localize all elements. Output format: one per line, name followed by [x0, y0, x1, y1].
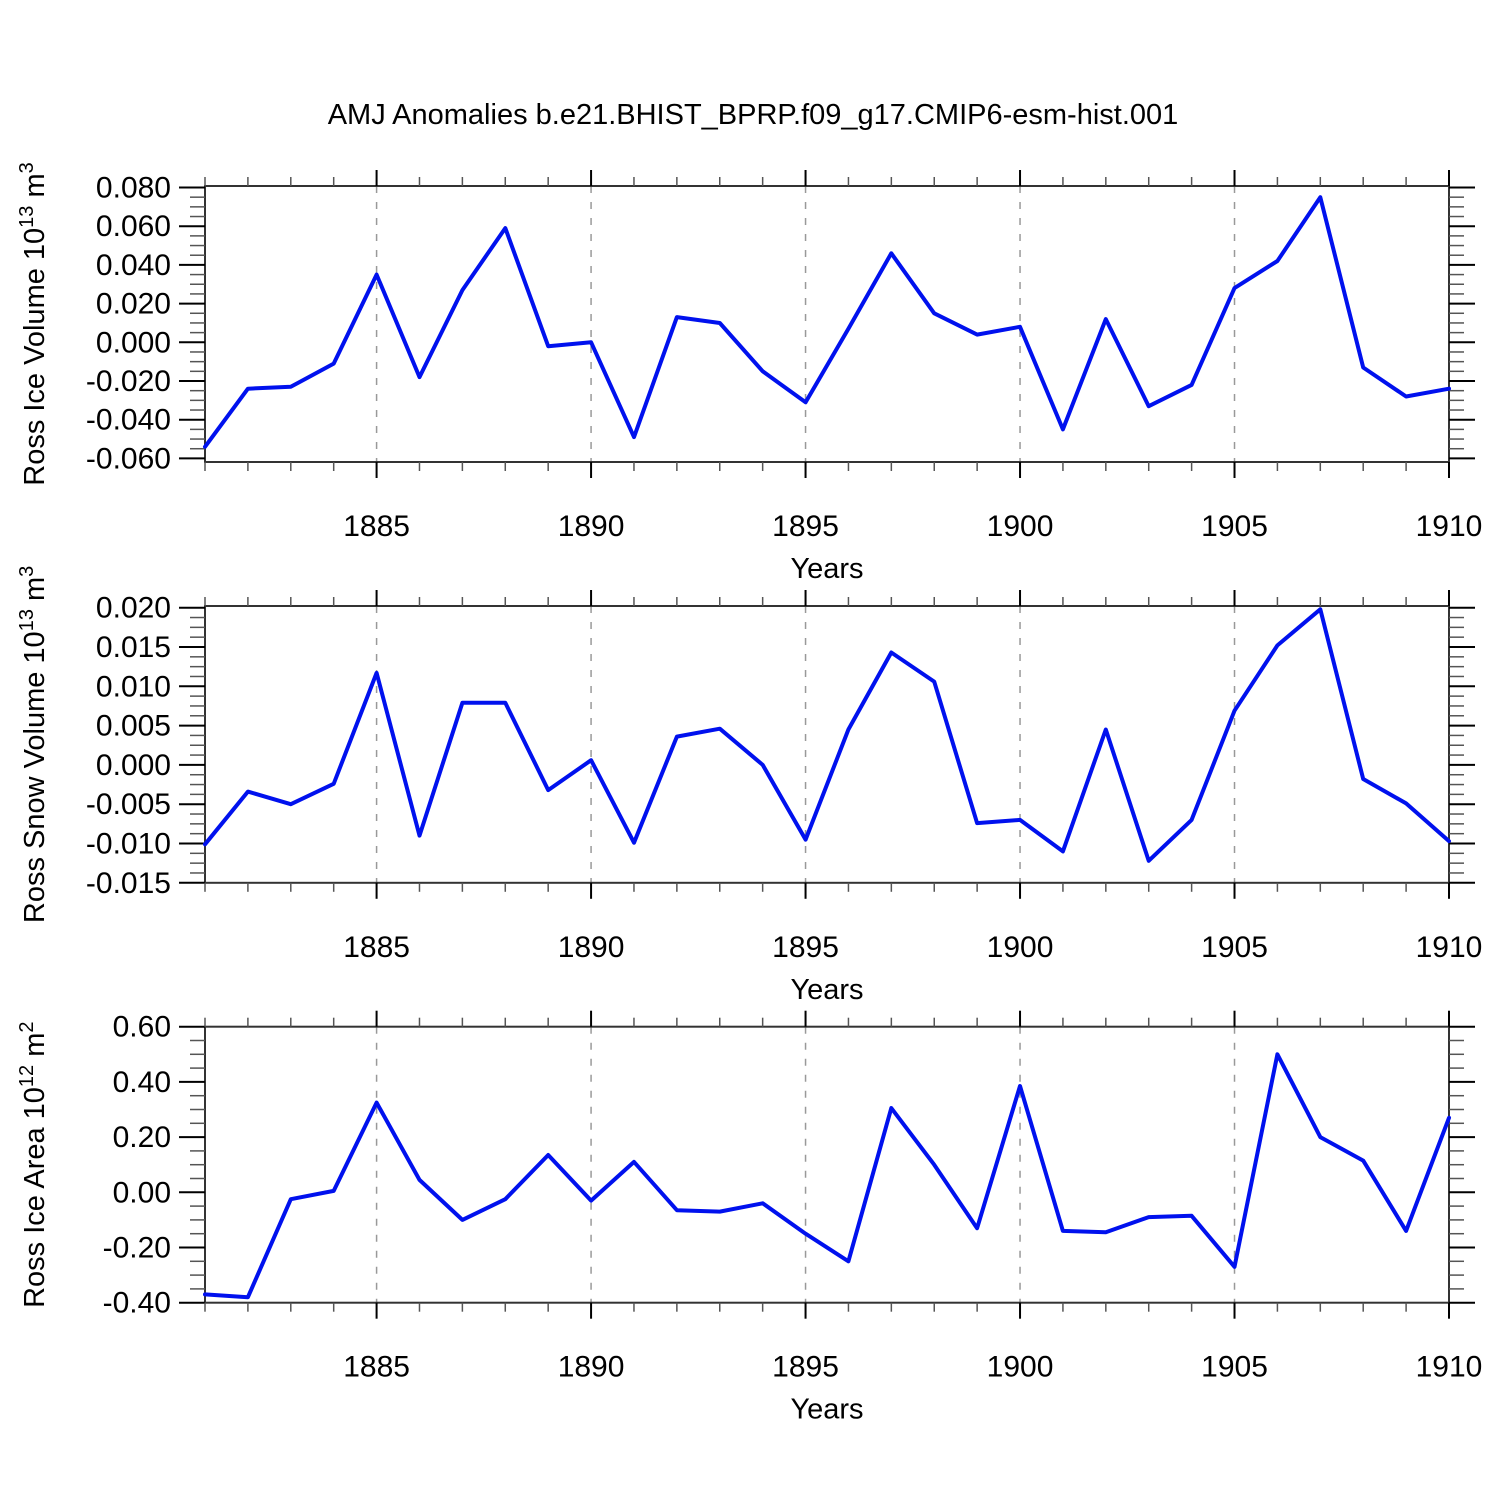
chart-title: AMJ Anomalies b.e21.BHIST_BPRP.f09_g17.C…	[328, 99, 1179, 131]
y-axis-title-base: Ross Ice Area 10	[19, 1087, 51, 1308]
gridlines	[375, 186, 1236, 462]
x-tick-label: 1885	[343, 931, 410, 964]
x-tick-label: 1890	[558, 1351, 625, 1384]
y-tick-label: 0.20	[113, 1121, 171, 1154]
y-tick-label: -0.015	[86, 867, 171, 900]
x-axis-title: Years	[790, 1394, 863, 1426]
axis-box	[204, 185, 1450, 463]
series-line	[203, 195, 1451, 449]
x-ticks: 1885 1890 1895 1900 1905 1910	[204, 590, 1483, 964]
y-axis-title: Ross Ice Volume 1013 m3	[16, 162, 51, 486]
x-tick-label: 1905	[1201, 931, 1268, 964]
y-axis-title-unit-exp: 3	[16, 566, 38, 577]
x-tick-label: 1895	[772, 931, 839, 964]
y-axis-title-unit-exp: 3	[16, 162, 38, 173]
y-tick-label: 0.015	[96, 631, 171, 664]
y-axis-title-exp: 12	[16, 1065, 38, 1087]
y-tick-label: 0.060	[96, 210, 171, 243]
y-tick-label: -0.20	[103, 1232, 171, 1265]
x-tick-label: 1910	[1416, 510, 1483, 543]
y-tick-label: -0.40	[103, 1287, 171, 1320]
x-tick-label: 1885	[343, 1351, 410, 1384]
y-tick-label: -0.005	[86, 788, 171, 821]
x-tick-label: 1905	[1201, 1351, 1268, 1384]
y-tick-label: 0.40	[113, 1066, 171, 1099]
y-tick-label: 0.080	[96, 172, 171, 205]
y-tick-label: 0.005	[96, 710, 171, 743]
y-tick-label: -0.020	[86, 365, 171, 398]
y-tick-label: 0.000	[96, 326, 171, 359]
x-tick-label: 1890	[558, 931, 625, 964]
y-tick-label: -0.010	[86, 828, 171, 861]
y-axis-title-unit: m	[19, 1033, 51, 1065]
x-tick-label: 1905	[1201, 510, 1268, 543]
panel-ice-area: 0.60 0.40 0.20 0.00 -0.20 -0.40 1885 1890 1895 19…	[16, 1011, 1482, 1426]
series-line	[203, 1052, 1451, 1300]
y-tick-label: -0.040	[86, 404, 171, 437]
y-axis-title-base: Ross Ice Volume 10	[19, 228, 51, 486]
y-tick-label: 0.020	[96, 592, 171, 625]
y-tick-label: -0.060	[86, 442, 171, 475]
gridlines	[375, 1026, 1236, 1303]
y-tick-label: 0.040	[96, 249, 171, 282]
series-line	[203, 607, 1451, 863]
y-tick-label: 0.00	[113, 1176, 171, 1209]
panel-snow-volume: 0.020 0.015 0.010 0.005 0.000 -0.005 -0.010 -0.…	[16, 566, 1482, 1006]
y-ticks: 0.020 0.015 0.010 0.005 0.000 -0.005 -0.010 -0.…	[86, 592, 1475, 900]
y-tick-label: 0.000	[96, 749, 171, 782]
y-tick-label: 0.010	[96, 670, 171, 703]
y-axis-title-unit: m	[19, 173, 51, 205]
axis-box	[204, 605, 1450, 884]
x-tick-label: 1910	[1416, 931, 1483, 964]
x-tick-label: 1900	[987, 1351, 1054, 1384]
y-ticks: 0.60 0.40 0.20 0.00 -0.20 -0.40	[103, 1011, 1475, 1320]
y-tick-label: 0.020	[96, 288, 171, 321]
x-tick-label: 1895	[772, 1351, 839, 1384]
x-tick-label: 1885	[343, 510, 410, 543]
x-tick-label: 1900	[987, 510, 1054, 543]
x-axis-title: Years	[790, 974, 863, 1006]
x-tick-label: 1910	[1416, 1351, 1483, 1384]
y-axis-title-unit: m	[19, 577, 51, 609]
x-tick-label: 1900	[987, 931, 1054, 964]
panel-ice-volume: 0.080 0.060 0.040 0.020 0.000 -0.020 -0.040 -0.…	[16, 162, 1482, 585]
x-axis-title: Years	[790, 553, 863, 585]
y-axis-title-exp: 13	[16, 609, 38, 631]
y-axis-title: Ross Snow Volume 1013 m3	[16, 566, 51, 923]
y-axis-title-base: Ross Snow Volume 10	[19, 631, 51, 923]
y-axis-title-unit-exp: 2	[16, 1021, 38, 1032]
x-tick-label: 1895	[772, 510, 839, 543]
y-axis-title-exp: 13	[16, 206, 38, 228]
y-ticks: 0.080 0.060 0.040 0.020 0.000 -0.020 -0.040 -0.…	[86, 172, 1475, 475]
x-ticks: 1885 1890 1895 1900 1905 1910	[204, 1010, 1483, 1384]
y-axis-title: Ross Ice Area 1012 m2	[16, 1021, 51, 1307]
axis-box	[204, 1025, 1450, 1304]
y-tick-label: 0.60	[113, 1011, 171, 1044]
x-ticks: 1885 1890 1895 1900 1905 1910	[204, 170, 1483, 543]
x-tick-label: 1890	[558, 510, 625, 543]
